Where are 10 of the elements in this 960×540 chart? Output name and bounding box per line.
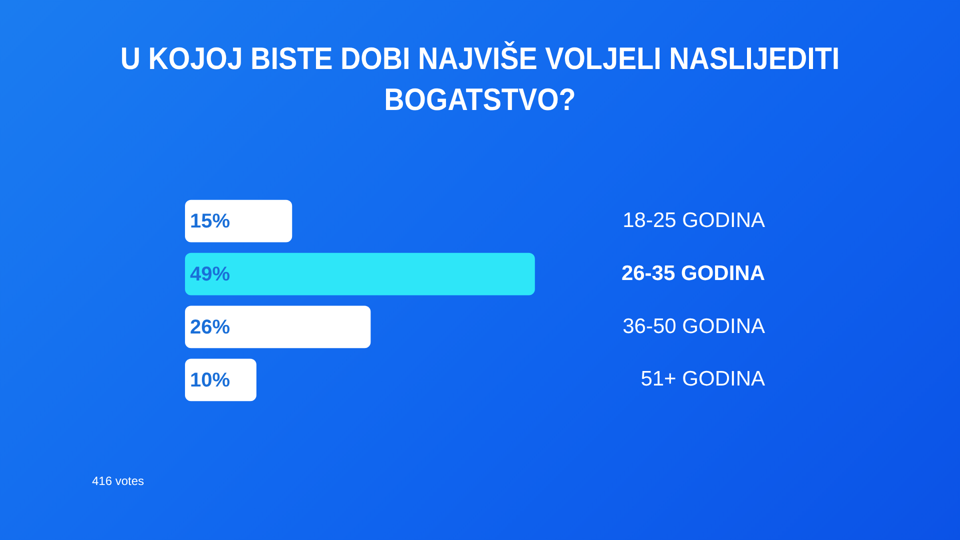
chart-title: U KOJOJ BISTE DOBI NAJVIŠE VOLJELI NASLIJEDITI BOGATSTVO? [119, 40, 841, 119]
y-tick-label: 26-35 GODINA [621, 262, 765, 285]
data-label: 15% [190, 210, 230, 233]
y-tick-label: 36-50 GODINA [622, 314, 765, 338]
y-tick-label: 18-25 GODINA [622, 208, 765, 232]
text: 416 votes [92, 474, 144, 488]
y-tick-label: 51+ GODINA [640, 368, 765, 391]
data-label: 49% [190, 264, 230, 286]
data-label: 26% [190, 316, 230, 338]
data-label: 10% [190, 369, 230, 392]
